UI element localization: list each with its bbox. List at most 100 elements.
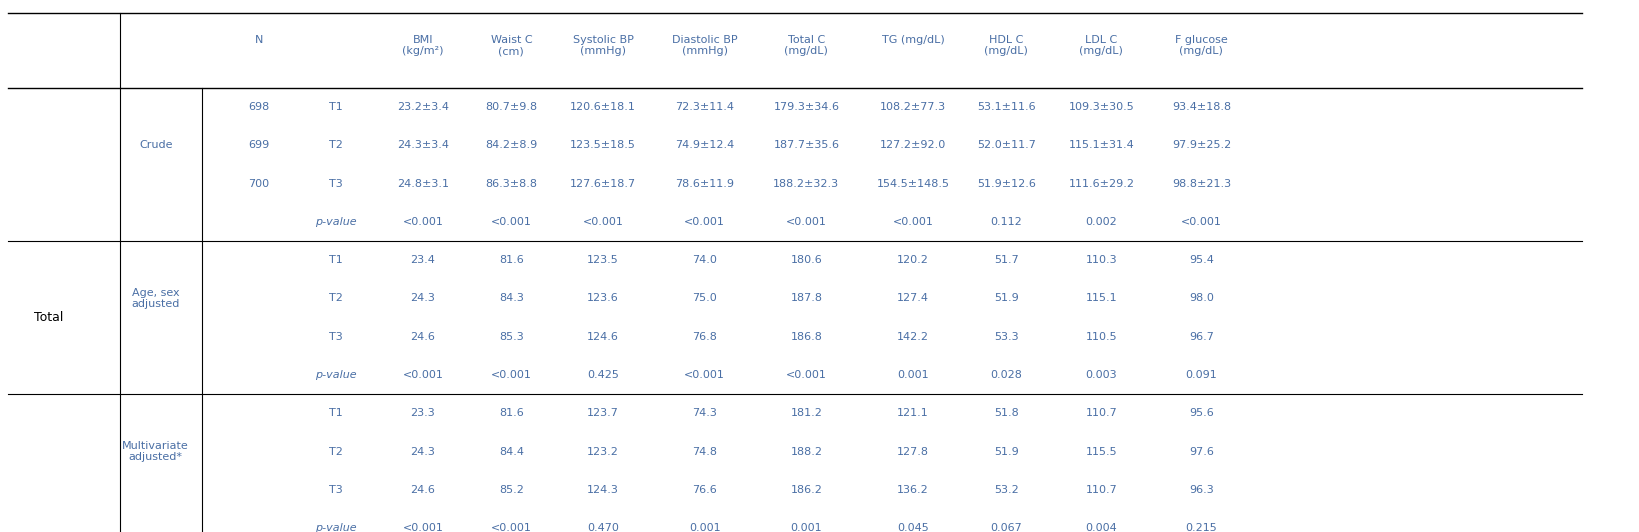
Text: Diastolic BP
(mmHg): Diastolic BP (mmHg) [672, 35, 738, 56]
Text: 23.3: 23.3 [410, 409, 436, 418]
Text: 24.3: 24.3 [410, 447, 436, 456]
Text: 186.8: 186.8 [790, 332, 823, 342]
Text: <0.001: <0.001 [492, 370, 531, 380]
Text: 72.3±11.4: 72.3±11.4 [675, 102, 734, 112]
Text: 136.2: 136.2 [897, 485, 929, 495]
Text: 123.6: 123.6 [587, 294, 620, 303]
Text: 180.6: 180.6 [790, 255, 823, 265]
Text: 186.2: 186.2 [790, 485, 823, 495]
Text: 51.9: 51.9 [993, 447, 1019, 456]
Text: F glucose
(mg/dL): F glucose (mg/dL) [1175, 35, 1228, 56]
Text: Total: Total [34, 311, 64, 324]
Text: 0.470: 0.470 [587, 523, 620, 532]
Text: 0.112: 0.112 [990, 217, 1023, 227]
Text: <0.001: <0.001 [787, 370, 826, 380]
Text: 75.0: 75.0 [692, 294, 718, 303]
Text: 23.2±3.4: 23.2±3.4 [397, 102, 449, 112]
Text: 187.8: 187.8 [790, 294, 823, 303]
Text: 0.091: 0.091 [1185, 370, 1218, 380]
Text: 110.3: 110.3 [1085, 255, 1118, 265]
Text: 24.3: 24.3 [410, 294, 436, 303]
Text: 187.7±35.6: 187.7±35.6 [774, 140, 839, 150]
Text: 188.2±32.3: 188.2±32.3 [774, 179, 839, 188]
Text: 0.215: 0.215 [1185, 523, 1218, 532]
Text: 96.7: 96.7 [1188, 332, 1214, 342]
Text: <0.001: <0.001 [403, 370, 443, 380]
Text: 74.9±12.4: 74.9±12.4 [675, 140, 734, 150]
Text: 0.001: 0.001 [688, 523, 721, 532]
Text: 86.3±8.8: 86.3±8.8 [485, 179, 538, 188]
Text: 124.6: 124.6 [587, 332, 620, 342]
Text: 51.9±12.6: 51.9±12.6 [977, 179, 1036, 188]
Text: N: N [254, 35, 264, 45]
Text: Crude: Crude [139, 140, 172, 150]
Text: 124.3: 124.3 [587, 485, 620, 495]
Text: T3: T3 [329, 485, 343, 495]
Text: 97.9±25.2: 97.9±25.2 [1172, 140, 1231, 150]
Text: 93.4±18.8: 93.4±18.8 [1172, 102, 1231, 112]
Text: 0.001: 0.001 [790, 523, 823, 532]
Text: T1: T1 [329, 102, 343, 112]
Text: 0.425: 0.425 [587, 370, 620, 380]
Text: 700: 700 [249, 179, 269, 188]
Text: 52.0±11.7: 52.0±11.7 [977, 140, 1036, 150]
Text: T2: T2 [329, 140, 343, 150]
Text: 76.6: 76.6 [692, 485, 718, 495]
Text: LDL C
(mg/dL): LDL C (mg/dL) [1080, 35, 1123, 56]
Text: 110.5: 110.5 [1085, 332, 1118, 342]
Text: 74.0: 74.0 [692, 255, 718, 265]
Text: 179.3±34.6: 179.3±34.6 [774, 102, 839, 112]
Text: 181.2: 181.2 [790, 409, 823, 418]
Text: 53.2: 53.2 [993, 485, 1019, 495]
Text: TG (mg/dL): TG (mg/dL) [882, 35, 944, 45]
Text: p-value: p-value [315, 370, 357, 380]
Text: Total C
(mg/dL): Total C (mg/dL) [785, 35, 828, 56]
Text: 188.2: 188.2 [790, 447, 823, 456]
Text: 81.6: 81.6 [498, 409, 524, 418]
Text: Waist C
(cm): Waist C (cm) [490, 35, 533, 56]
Text: BMI
(kg/m²): BMI (kg/m²) [402, 35, 444, 56]
Text: HDL C
(mg/dL): HDL C (mg/dL) [985, 35, 1028, 56]
Text: 84.4: 84.4 [498, 447, 524, 456]
Text: Multivariate
adjusted*: Multivariate adjusted* [123, 441, 188, 462]
Text: p-value: p-value [315, 217, 357, 227]
Text: T1: T1 [329, 255, 343, 265]
Text: 84.2±8.9: 84.2±8.9 [485, 140, 538, 150]
Text: 78.6±11.9: 78.6±11.9 [675, 179, 734, 188]
Text: 110.7: 110.7 [1085, 485, 1118, 495]
Text: 123.7: 123.7 [587, 409, 620, 418]
Text: 24.6: 24.6 [410, 332, 436, 342]
Text: 80.7±9.8: 80.7±9.8 [485, 102, 538, 112]
Text: <0.001: <0.001 [893, 217, 933, 227]
Text: 95.4: 95.4 [1188, 255, 1214, 265]
Text: 108.2±77.3: 108.2±77.3 [880, 102, 946, 112]
Text: 85.2: 85.2 [498, 485, 524, 495]
Text: 111.6±29.2: 111.6±29.2 [1069, 179, 1134, 188]
Text: 85.3: 85.3 [498, 332, 524, 342]
Text: T2: T2 [329, 447, 343, 456]
Text: 110.7: 110.7 [1085, 409, 1118, 418]
Text: 0.001: 0.001 [897, 370, 929, 380]
Text: 0.028: 0.028 [990, 370, 1023, 380]
Text: 699: 699 [249, 140, 269, 150]
Text: T3: T3 [329, 179, 343, 188]
Text: 698: 698 [249, 102, 269, 112]
Text: 123.5: 123.5 [587, 255, 620, 265]
Text: 81.6: 81.6 [498, 255, 524, 265]
Text: 51.9: 51.9 [993, 294, 1019, 303]
Text: 127.4: 127.4 [897, 294, 929, 303]
Text: 96.3: 96.3 [1188, 485, 1214, 495]
Text: 0.067: 0.067 [990, 523, 1023, 532]
Text: 120.6±18.1: 120.6±18.1 [570, 102, 636, 112]
Text: 23.4: 23.4 [410, 255, 436, 265]
Text: Systolic BP
(mmHg): Systolic BP (mmHg) [572, 35, 634, 56]
Text: 95.6: 95.6 [1188, 409, 1214, 418]
Text: 123.2: 123.2 [587, 447, 620, 456]
Text: <0.001: <0.001 [685, 370, 724, 380]
Text: 84.3: 84.3 [498, 294, 524, 303]
Text: 127.6±18.7: 127.6±18.7 [570, 179, 636, 188]
Text: 76.8: 76.8 [692, 332, 718, 342]
Text: 115.5: 115.5 [1085, 447, 1118, 456]
Text: 24.3±3.4: 24.3±3.4 [397, 140, 449, 150]
Text: 24.8±3.1: 24.8±3.1 [397, 179, 449, 188]
